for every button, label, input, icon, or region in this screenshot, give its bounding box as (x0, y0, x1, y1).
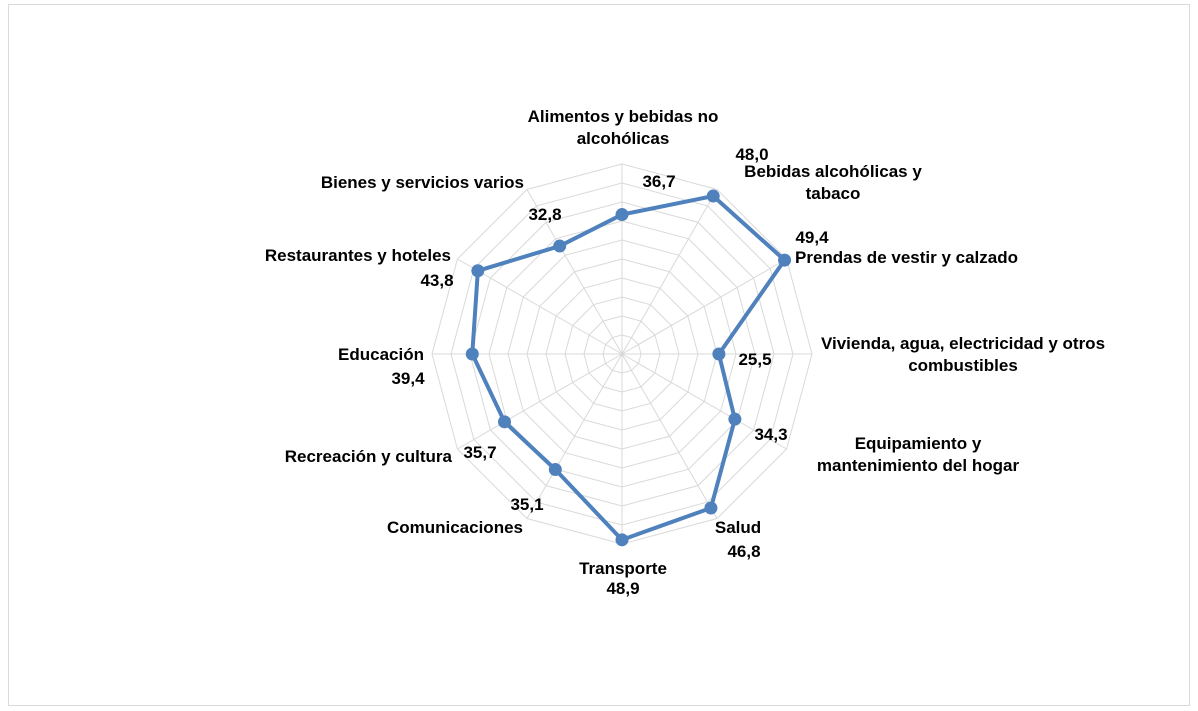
marker (553, 239, 567, 253)
marker (706, 189, 720, 203)
spoke (526, 353, 623, 519)
data-label: 36,7 (642, 172, 676, 191)
spoke (621, 258, 787, 355)
marker (498, 415, 512, 429)
category-label: Alimentos y bebidas no alcohólicas (527, 107, 719, 148)
data-label: 25,5 (738, 350, 772, 369)
marker (712, 347, 726, 361)
data-label: 39,4 (391, 369, 425, 388)
marker (465, 347, 479, 361)
marker (728, 412, 742, 426)
category-label: Salud (714, 518, 762, 537)
data-label: 35,1 (510, 495, 544, 514)
spoke (621, 189, 718, 355)
data-label: 34,3 (754, 425, 788, 444)
category-label: Bebidas alcohólicas y tabaco (744, 162, 922, 203)
data-label: 49,4 (795, 228, 829, 247)
spoke (457, 353, 623, 450)
data-label: 46,8 (727, 542, 761, 561)
category-label: Comunicaciones (386, 518, 523, 537)
category-label: Educación (338, 345, 424, 364)
category-label: Recreación y cultura (284, 447, 452, 466)
data-label: 35,7 (463, 443, 497, 462)
marker (615, 208, 629, 222)
marker (704, 501, 718, 515)
marker (778, 253, 792, 267)
data-label: 32,8 (528, 205, 562, 224)
chart-border (8, 4, 1190, 706)
marker (615, 533, 629, 547)
marker (548, 463, 562, 477)
spoke (457, 258, 623, 355)
category-label: Vivienda, agua, electricidad y otros com… (820, 334, 1106, 375)
spoke (526, 189, 623, 355)
data-label: 48,9 (606, 579, 640, 598)
spoke (621, 353, 718, 519)
category-label: Transporte (579, 559, 667, 578)
category-label: Restaurantes y hoteles (264, 246, 451, 265)
data-label: 43,8 (420, 271, 454, 290)
data-label: 48,0 (735, 145, 769, 164)
spoke (621, 353, 787, 450)
category-label: Prendas de vestir y calzado (795, 248, 1018, 267)
marker (471, 264, 485, 278)
category-label: Bienes y servicios varios (320, 173, 524, 192)
category-label: Equipamiento y mantenimiento del hogar (816, 434, 1020, 475)
